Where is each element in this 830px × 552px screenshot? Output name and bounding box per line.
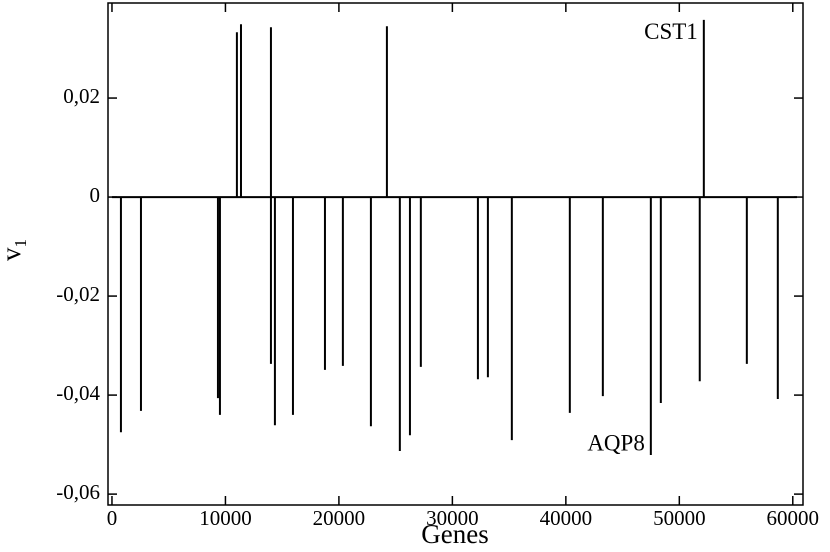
y-tick-label: -0,04 <box>56 381 100 405</box>
y-tick-label: 0,02 <box>63 84 100 108</box>
y-tick-label: -0,02 <box>56 282 100 306</box>
x-tick-label: 20000 <box>313 506 366 530</box>
annotation: AQP8 <box>587 430 645 455</box>
annotation: CST1 <box>644 19 698 44</box>
x-tick-label: 40000 <box>540 506 593 530</box>
x-tick-label: 0 <box>107 506 118 530</box>
x-tick-label: 60000 <box>767 506 820 530</box>
x-tick-label: 50000 <box>653 506 706 530</box>
y-axis-label-sub: 1 <box>11 239 30 248</box>
plot-frame <box>107 2 804 506</box>
y-axis-label: v1 <box>0 239 30 261</box>
y-tick-label: 0 <box>90 183 101 207</box>
x-tick-label: 10000 <box>199 506 252 530</box>
y-tick-label: -0,06 <box>56 480 100 504</box>
x-axis-label: Genes <box>421 519 488 549</box>
x-tick-label: 30000 <box>426 506 479 530</box>
y-axis-label-main: v <box>0 247 26 261</box>
